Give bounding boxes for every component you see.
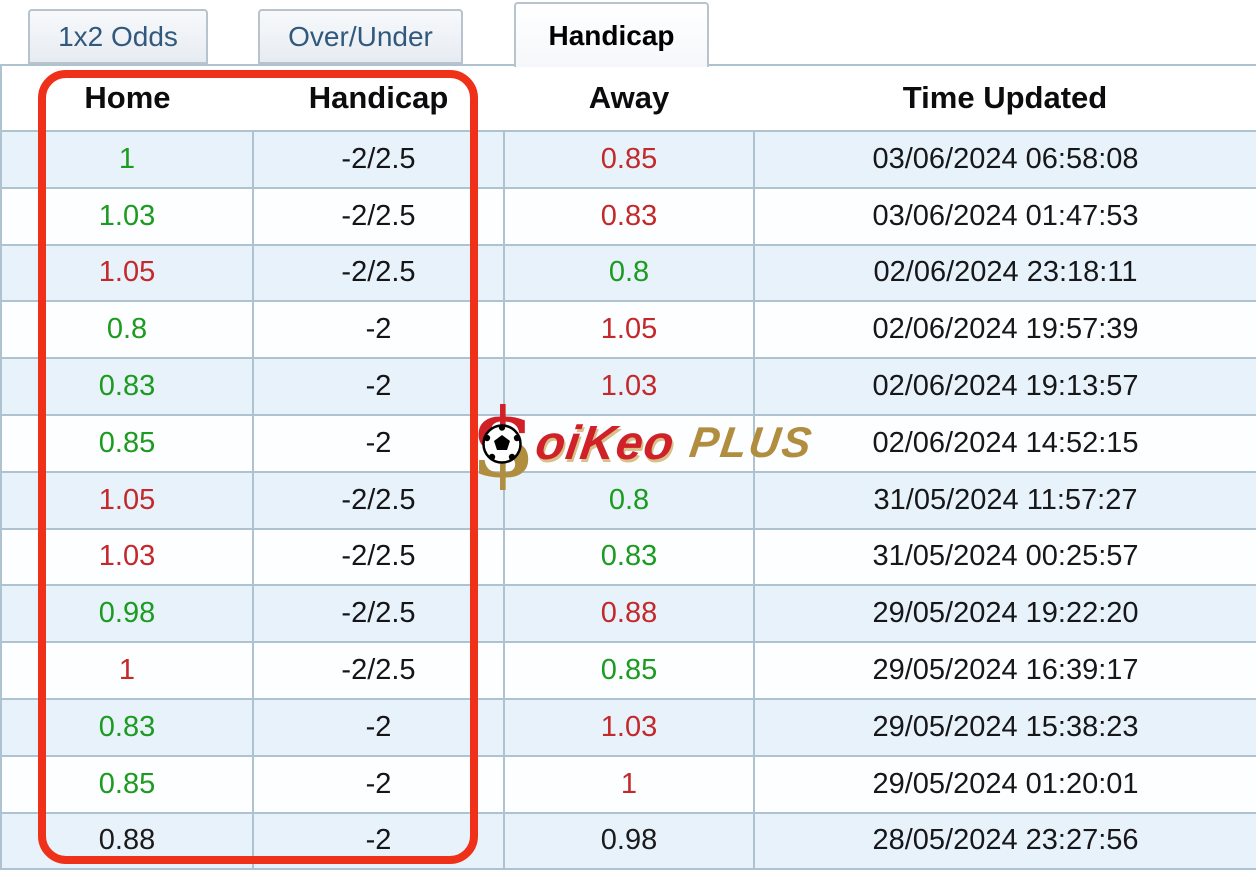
handicap-cell: -2 [252,413,505,473]
odds-row: 0.8 -2 1.05 02/06/2024 19:57:39 [0,300,1256,360]
handicap-cell: -2 [252,697,505,757]
time-updated-cell: 02/06/2024 23:18:11 [753,243,1256,303]
home-odds-cell: 1.03 [0,527,254,587]
away-odds-cell: 1.05 [503,300,755,360]
time-updated-cell: 29/05/2024 19:22:20 [753,584,1256,644]
odds-row: 0.83 -2 1.03 29/05/2024 15:38:23 [0,697,1256,757]
handicap-cell: -2/2.5 [252,641,505,700]
away-odds-cell: 1 [503,754,755,814]
time-updated-cell: 02/06/2024 19:13:57 [753,357,1256,416]
time-updated-cell: 31/05/2024 11:57:27 [753,470,1256,530]
tab-over-under[interactable]: Over/Under [258,9,463,64]
home-odds-cell: 0.85 [0,413,254,473]
away-odds-cell: 0.85 [503,641,755,700]
odds-row: 1.05 -2/2.5 0.8 02/06/2024 23:18:11 [0,243,1256,303]
tab-over-under-label: Over/Under [288,20,433,52]
away-odds-cell: 0.8 [503,243,755,303]
time-updated-cell: 03/06/2024 01:47:53 [753,186,1256,246]
time-updated-cell: 02/06/2024 19:57:39 [753,300,1256,360]
odds-row: 1.05 -2/2.5 0.8 31/05/2024 11:57:27 [0,470,1256,530]
home-odds-cell: 1.03 [0,186,254,246]
home-odds-cell: 0.88 [0,811,254,871]
away-odds-cell: 1.03 [503,357,755,416]
handicap-cell: -2 [252,754,505,814]
odds-row: 0.85 -2 02/06/2024 14:52:15 [0,413,1256,473]
handicap-cell: -2 [252,300,505,360]
home-odds-cell: 0.8 [0,300,254,360]
handicap-cell: -2/2.5 [252,186,505,246]
col-header-time-updated: Time Updated [754,64,1256,132]
col-header-home: Home [0,64,253,132]
home-odds-cell: 1.05 [0,470,254,530]
handicap-cell: -2/2.5 [252,470,505,530]
time-updated-cell: 29/05/2024 15:38:23 [753,697,1256,757]
away-odds-cell [503,413,755,473]
odds-row: 0.83 -2 1.03 02/06/2024 19:13:57 [0,357,1256,416]
odds-row: 0.85 -2 1 29/05/2024 01:20:01 [0,754,1256,814]
away-odds-cell: 0.85 [503,130,755,189]
away-odds-cell: 0.98 [503,811,755,871]
odds-table-body: 1 -2/2.5 0.85 03/06/2024 06:58:08 1.03 -… [0,130,1256,871]
col-header-away: Away [504,64,754,132]
time-updated-cell: 03/06/2024 06:58:08 [753,130,1256,189]
odds-row: 1.03 -2/2.5 0.83 03/06/2024 01:47:53 [0,186,1256,246]
home-odds-cell: 0.85 [0,754,254,814]
odds-row: 0.98 -2/2.5 0.88 29/05/2024 19:22:20 [0,584,1256,644]
odds-row: 1 -2/2.5 0.85 29/05/2024 16:39:17 [0,641,1256,700]
odds-row: 1.03 -2/2.5 0.83 31/05/2024 00:25:57 [0,527,1256,587]
odds-row: 1 -2/2.5 0.85 03/06/2024 06:58:08 [0,130,1256,189]
handicap-cell: -2 [252,811,505,871]
handicap-cell: -2 [252,357,505,416]
time-updated-cell: 28/05/2024 23:27:56 [753,811,1256,871]
tab-bar: 1x2 Odds Over/Under Handicap [0,0,1256,67]
time-updated-cell: 29/05/2024 01:20:01 [753,754,1256,814]
handicap-cell: -2/2.5 [252,584,505,644]
tab-handicap[interactable]: Handicap [514,2,709,67]
col-header-handicap: Handicap [253,64,504,132]
tab-handicap-label: Handicap [548,19,675,51]
home-odds-cell: 1.05 [0,243,254,303]
tab-1x2-odds[interactable]: 1x2 Odds [28,9,208,64]
table-header-row: Home Handicap Away Time Updated [0,64,1256,132]
handicap-odds-table: Home Handicap Away Time Updated 1 -2/2.5… [0,64,1256,871]
away-odds-cell: 0.83 [503,527,755,587]
home-odds-cell: 0.98 [0,584,254,644]
away-odds-cell: 0.8 [503,470,755,530]
away-odds-cell: 1.03 [503,697,755,757]
time-updated-cell: 31/05/2024 00:25:57 [753,527,1256,587]
away-odds-cell: 0.83 [503,186,755,246]
handicap-cell: -2/2.5 [252,130,505,189]
home-odds-cell: 1 [0,641,254,700]
home-odds-cell: 1 [0,130,254,189]
home-odds-cell: 0.83 [0,357,254,416]
handicap-cell: -2/2.5 [252,527,505,587]
odds-row: 0.88 -2 0.98 28/05/2024 23:27:56 [0,811,1256,871]
home-odds-cell: 0.83 [0,697,254,757]
tab-1x2-odds-label: 1x2 Odds [58,20,178,52]
away-odds-cell: 0.88 [503,584,755,644]
time-updated-cell: 29/05/2024 16:39:17 [753,641,1256,700]
time-updated-cell: 02/06/2024 14:52:15 [753,413,1256,473]
handicap-cell: -2/2.5 [252,243,505,303]
